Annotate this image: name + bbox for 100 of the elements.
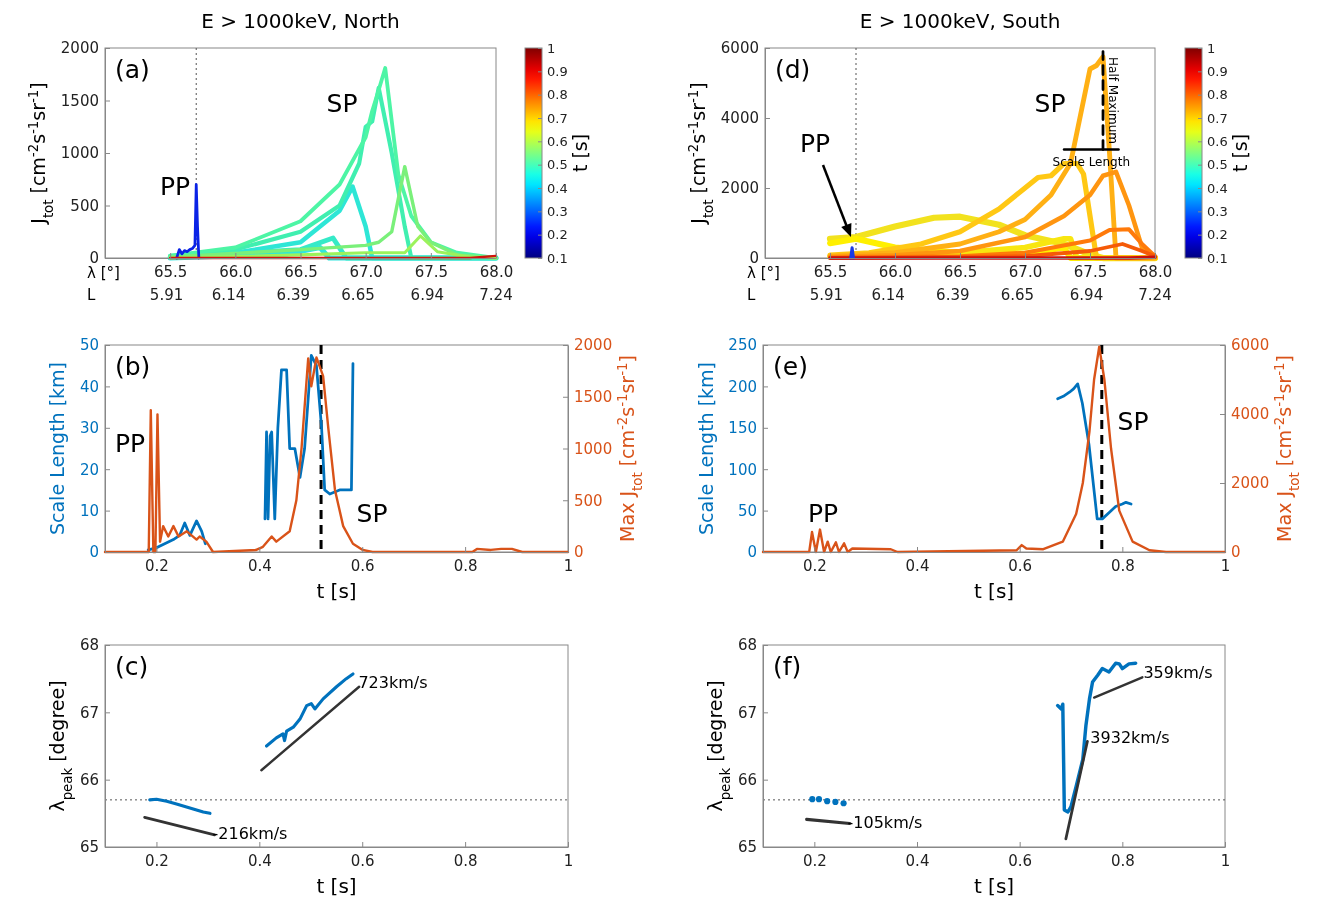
x-tick-label: 0.6 <box>350 556 375 575</box>
annotation: 359km/s <box>1143 662 1213 682</box>
color-bar-label: 0.4 <box>1207 180 1228 196</box>
color-bar-label: 0.4 <box>547 180 568 196</box>
y-tick-label: 250 <box>728 336 757 355</box>
text: Half Maximum <box>1106 57 1120 144</box>
x2-tick-label: 6.94 <box>410 286 445 304</box>
color-bar-label: 0.8 <box>1207 87 1228 103</box>
annotation: (a) <box>115 55 150 84</box>
x-tick-label: 67.0 <box>1008 262 1043 281</box>
x-axis-title: t [s] <box>973 579 1015 603</box>
x2-tick-label: 5.91 <box>149 286 184 304</box>
x-tick-label: 67.5 <box>414 262 449 281</box>
y2-tick-label: 0 <box>574 543 584 562</box>
color-bar-label: 0.9 <box>1207 63 1228 79</box>
x-axis-title: t [s] <box>973 874 1015 898</box>
annotation: (b) <box>115 352 151 381</box>
x-tick-label: 68.0 <box>1138 262 1173 281</box>
x-tick-label: 0.8 <box>1110 851 1135 870</box>
y-tick-label: 66 <box>737 770 757 789</box>
x2-tick-label: 6.14 <box>211 286 246 304</box>
x2-tick-label: 6.94 <box>1069 286 1104 304</box>
x-tick-label: 67.0 <box>349 262 383 281</box>
color-bar-label: 0.5 <box>547 157 568 173</box>
y-tick-label: 40 <box>79 377 99 396</box>
x-tick-label: 67.5 <box>1073 262 1108 281</box>
x-axis-title: λ [°] <box>87 264 120 282</box>
x2-tick-label: 7.24 <box>1138 286 1172 304</box>
x2-tick-label: 6.39 <box>276 286 311 304</box>
color-bar-label: 0.8 <box>547 87 568 103</box>
color-bar-title: t [s] <box>1229 133 1251 173</box>
color-bar-label: 1 <box>1207 40 1216 56</box>
annotation: -216km/s <box>212 823 288 843</box>
annotation: 3932km/s <box>1090 727 1170 747</box>
x-tick-label: 1 <box>563 556 574 575</box>
color-bar-label: 0.7 <box>547 110 568 126</box>
y-tick-label: 200 <box>728 377 757 396</box>
y-axis-title: Scale Length [km] <box>694 361 717 536</box>
y-tick-label: 50 <box>79 336 99 355</box>
chart-title: E > 1000keV, South <box>859 9 1061 33</box>
color-bar-label: 0.2 <box>547 227 568 243</box>
annotation: PP <box>807 499 839 528</box>
x-tick-label: 0.4 <box>905 851 930 870</box>
annotation: (e) <box>773 352 808 381</box>
x-tick-label: 0.2 <box>145 556 169 575</box>
y-tick-label: 65 <box>737 838 757 857</box>
color-bar-label: 0.1 <box>547 250 568 266</box>
y-tick-label: 65 <box>79 838 99 857</box>
y-tick-label: 2000 <box>720 179 759 198</box>
color-bar-label: 0.3 <box>547 203 568 219</box>
x-tick-label: 0.6 <box>350 851 375 870</box>
x-tick-label: 0.4 <box>247 851 272 870</box>
x2-axis-title: L <box>87 286 96 304</box>
x-tick-label: 0.2 <box>145 851 169 870</box>
x-tick-label: 65.5 <box>153 262 188 281</box>
y-tick-label: 4000 <box>720 109 759 128</box>
y-tick-label: 100 <box>728 460 757 479</box>
y-tick-label: 0 <box>89 543 99 562</box>
x-tick-label: 0.4 <box>905 556 930 575</box>
x-tick-label: 0.8 <box>453 556 478 575</box>
x-tick-label: 1 <box>1220 851 1231 870</box>
annotation: PP <box>159 172 191 201</box>
y-tick-label: 67 <box>79 703 99 722</box>
y-tick-label: 50 <box>737 501 757 520</box>
y-axis-title: Scale Length [km] <box>46 361 68 536</box>
color-bar-label: 0.2 <box>1207 227 1228 243</box>
x-tick-label: 0.2 <box>802 556 827 575</box>
annotation: PP <box>114 429 146 458</box>
x-axis-title: λ [°] <box>747 264 780 282</box>
x-tick-label: 68.0 <box>479 262 514 281</box>
x-tick-label: 66.0 <box>219 262 253 281</box>
y-tick-label: 0 <box>747 543 757 562</box>
x2-tick-label: 6.39 <box>936 286 970 304</box>
x-tick-label: 66.5 <box>943 262 978 281</box>
y2-tick-label: 6000 <box>1231 336 1270 355</box>
y-tick-label: 2000 <box>60 39 99 58</box>
y2-tick-label: 1500 <box>574 388 613 407</box>
x2-tick-label: 7.24 <box>479 286 513 304</box>
y-tick-label: 68 <box>79 636 99 655</box>
x-tick-label: 1 <box>1220 556 1231 575</box>
x-tick-label: 0.6 <box>1008 556 1033 575</box>
y-tick-label: 1500 <box>60 91 99 110</box>
annotation: SP <box>1117 407 1149 436</box>
y-tick-label: 500 <box>70 196 99 215</box>
color-bar-title: t [s] <box>569 133 591 173</box>
annotation: (f) <box>773 652 802 681</box>
y2-tick-label: 500 <box>574 491 603 510</box>
x-tick-label: 0.8 <box>1110 556 1135 575</box>
x-tick-label: 0.8 <box>453 851 478 870</box>
y2-tick-label: 2000 <box>1231 474 1270 493</box>
color-bar-label: 0.7 <box>1207 110 1228 126</box>
color-bar-label: 0.6 <box>1207 133 1228 149</box>
x-tick-label: 65.5 <box>813 262 848 281</box>
x-tick-label: 66.5 <box>284 262 318 281</box>
annotation: (c) <box>115 652 149 681</box>
x2-tick-label: 6.65 <box>1000 286 1035 304</box>
y2-tick-label: 2000 <box>574 336 613 355</box>
annotation: 723km/s <box>358 672 428 692</box>
y-tick-label: 10 <box>79 501 99 520</box>
y-tick-label: 67 <box>737 703 757 722</box>
